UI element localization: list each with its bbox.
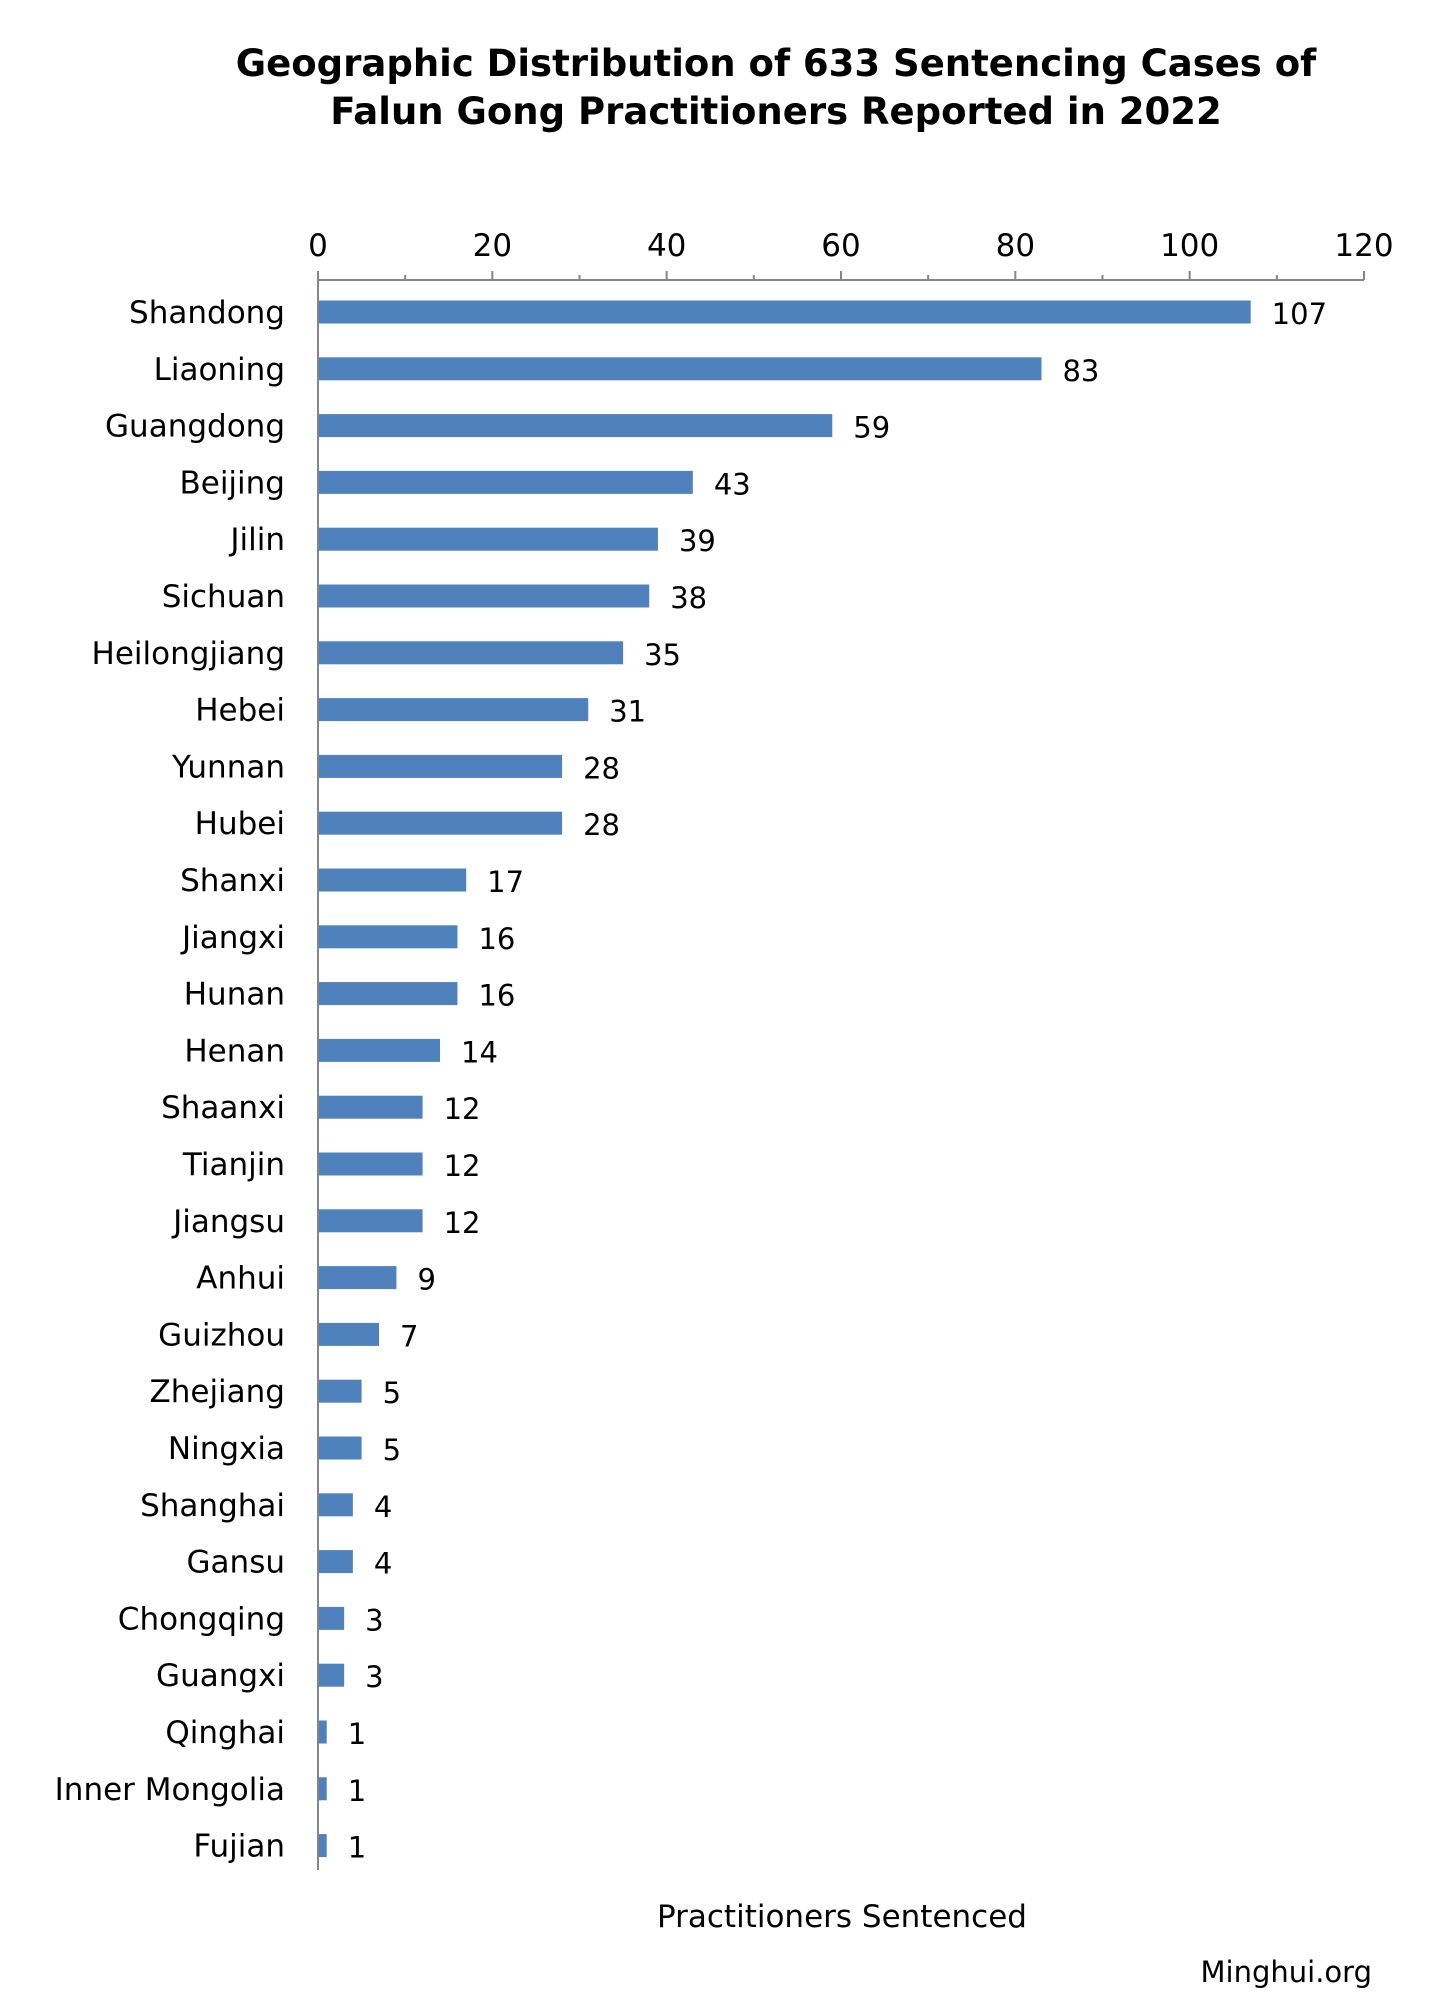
bar [319, 868, 467, 892]
bar [319, 470, 693, 494]
data-label: 83 [1062, 354, 1099, 388]
bar [319, 584, 650, 608]
data-label: 5 [383, 1376, 401, 1410]
data-label: 39 [679, 524, 716, 558]
data-label: 107 [1272, 297, 1327, 331]
category-label: Tianjin [182, 1147, 285, 1183]
bar [319, 754, 563, 778]
bar [319, 1266, 397, 1290]
category-label: Gansu [187, 1545, 285, 1581]
x-tick-label: 100 [1160, 228, 1219, 264]
x-tick-label: 20 [473, 228, 512, 264]
data-label: 43 [714, 467, 751, 501]
data-label: 1 [348, 1774, 366, 1808]
bar [319, 1606, 345, 1630]
category-label: Shanghai [140, 1488, 285, 1524]
x-tick-label: 40 [647, 228, 686, 264]
bar [319, 1663, 345, 1687]
bar [319, 1379, 362, 1403]
bar [319, 1834, 327, 1858]
category-label: Guizhou [158, 1317, 285, 1353]
bar [319, 414, 833, 438]
category-label: Sichuan [162, 579, 285, 615]
bar [319, 1777, 327, 1801]
data-label: 1 [348, 1831, 366, 1865]
category-label: Yunnan [171, 749, 285, 785]
bar [319, 698, 589, 722]
category-label: Zhejiang [149, 1374, 285, 1410]
category-label: Hunan [184, 977, 285, 1013]
data-label: 16 [478, 922, 515, 956]
x-axis-label: Practitioners Sentenced [657, 1899, 1027, 1935]
data-label: 12 [444, 1149, 481, 1183]
chart-title-line-1: Geographic Distribution of 633 Sentencin… [235, 42, 1317, 85]
category-label: Fujian [193, 1829, 285, 1865]
data-label: 38 [670, 581, 707, 615]
bar [319, 811, 563, 835]
x-axis: 0 20 40 60 80 100 120 [308, 228, 1394, 1870]
data-label: 16 [478, 979, 515, 1013]
category-label: Beijing [179, 465, 285, 501]
chart-title: Geographic Distribution of 633 Sentencin… [0, 40, 1432, 136]
data-label: 3 [365, 1660, 383, 1694]
category-label: Guangxi [156, 1658, 285, 1694]
watermark: Minghui.org [1200, 1955, 1372, 1989]
bar [319, 300, 1251, 324]
category-label: Jilin [228, 522, 285, 558]
bar [319, 641, 624, 665]
bar [319, 1436, 362, 1460]
category-label: Jiangxi [180, 920, 285, 956]
bar [319, 1095, 423, 1119]
category-label: Inner Mongolia [55, 1772, 285, 1808]
category-label: Liaoning [154, 352, 285, 388]
bar [319, 1152, 423, 1176]
category-label: Heilongjiang [92, 636, 285, 672]
data-label: 1 [348, 1717, 366, 1751]
data-label: 12 [444, 1092, 481, 1126]
bar [319, 1038, 441, 1062]
category-label: Qinghai [165, 1715, 285, 1751]
category-label: Shanxi [180, 863, 285, 899]
data-label: 4 [374, 1490, 392, 1524]
x-tick-label: 60 [821, 228, 860, 264]
data-label: 4 [374, 1547, 392, 1581]
bar [319, 1493, 353, 1517]
data-label: 12 [444, 1206, 481, 1240]
data-label: 31 [609, 695, 646, 729]
data-label: 9 [417, 1263, 435, 1297]
data-label: 59 [853, 411, 890, 445]
category-label: Chongqing [118, 1601, 285, 1637]
x-tick-label: 120 [1334, 228, 1393, 264]
data-label: 28 [583, 751, 620, 785]
bar [319, 982, 458, 1006]
data-label: 7 [400, 1319, 418, 1353]
bar [319, 527, 658, 551]
category-label: Shaanxi [161, 1090, 285, 1126]
category-label: Hubei [195, 806, 285, 842]
category-label: Anhui [196, 1261, 285, 1297]
data-label: 14 [461, 1035, 498, 1069]
category-label: Ningxia [168, 1431, 285, 1467]
bar [319, 925, 458, 949]
data-label: 3 [365, 1603, 383, 1637]
category-label: Shandong [129, 295, 285, 331]
bar [319, 1322, 380, 1346]
bar [319, 1209, 423, 1233]
data-label: 28 [583, 808, 620, 842]
data-label: 5 [383, 1433, 401, 1467]
category-label: Henan [184, 1033, 285, 1069]
data-label: 35 [644, 638, 681, 672]
category-label: Hebei [195, 693, 285, 729]
bar [319, 1720, 327, 1744]
bar [319, 1550, 353, 1574]
category-label: Guangdong [105, 409, 285, 445]
data-label: 17 [487, 865, 524, 899]
x-tick-label: 0 [308, 228, 328, 264]
chart-title-line-2: Falun Gong Practitioners Reported in 202… [330, 90, 1222, 133]
x-tick-label: 80 [996, 228, 1035, 264]
bar [319, 357, 1042, 381]
category-label: Jiangsu [171, 1204, 285, 1240]
